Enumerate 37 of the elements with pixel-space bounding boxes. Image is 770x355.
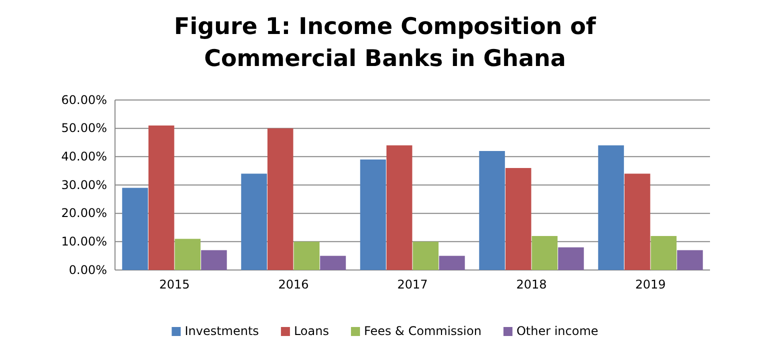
bar bbox=[677, 250, 703, 270]
bar bbox=[650, 236, 677, 270]
bar bbox=[320, 256, 346, 270]
bar bbox=[479, 151, 505, 270]
bar bbox=[148, 126, 174, 270]
bar bbox=[174, 238, 201, 270]
bar bbox=[439, 256, 465, 270]
legend-label: Loans bbox=[294, 324, 329, 338]
bar bbox=[505, 168, 532, 270]
bar bbox=[558, 247, 584, 270]
bar bbox=[598, 145, 624, 270]
y-tick-label: 40.00% bbox=[61, 150, 107, 164]
bar bbox=[294, 242, 320, 270]
bar bbox=[386, 145, 412, 270]
bar bbox=[532, 236, 558, 270]
y-tick-label: 50.00% bbox=[61, 121, 107, 136]
x-tick-label: 2019 bbox=[635, 278, 666, 292]
bar bbox=[360, 160, 386, 270]
legend-label: Investments bbox=[184, 324, 259, 338]
y-tick-label: 30.00% bbox=[61, 178, 107, 192]
x-tick-label: 2016 bbox=[278, 278, 309, 292]
y-tick-label: 60.00% bbox=[61, 92, 107, 107]
legend-label: Other income bbox=[516, 324, 598, 338]
legend-label: Fees & Commission bbox=[364, 324, 482, 338]
bar bbox=[201, 250, 227, 270]
bar bbox=[412, 242, 439, 270]
y-tick-label: 10.00% bbox=[61, 234, 107, 249]
y-tick-label: 20.00% bbox=[61, 206, 107, 220]
bar bbox=[267, 128, 294, 270]
x-tick-label: 2015 bbox=[159, 278, 190, 292]
bar bbox=[122, 188, 148, 270]
x-tick-label: 2017 bbox=[397, 278, 428, 292]
y-tick-label: 0.00% bbox=[68, 262, 107, 277]
bar bbox=[624, 174, 650, 270]
chart-title: Figure 1: Income Composition of Commercial Banks in Ghana bbox=[174, 14, 597, 72]
bar bbox=[241, 174, 267, 270]
x-tick-label: 2018 bbox=[516, 278, 547, 292]
